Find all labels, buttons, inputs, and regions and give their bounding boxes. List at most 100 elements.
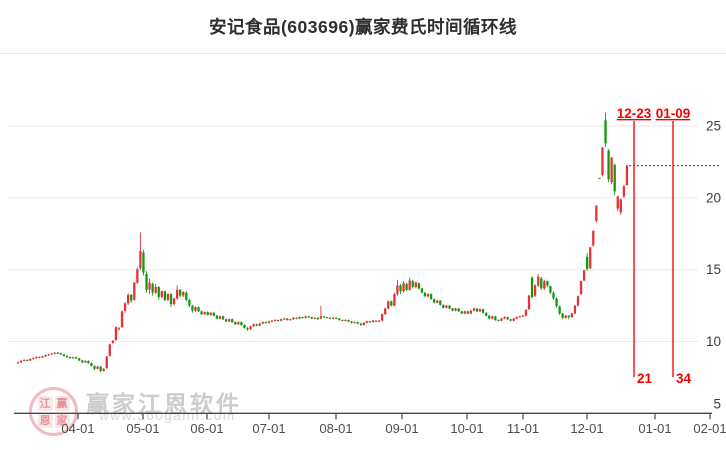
candle-body xyxy=(71,357,75,359)
candle-body xyxy=(179,289,182,296)
candle-body xyxy=(466,311,469,314)
candle-body xyxy=(145,274,148,290)
candle-body xyxy=(549,286,552,293)
candle-body xyxy=(87,360,90,364)
candle-body xyxy=(310,317,313,319)
candle-body xyxy=(252,324,255,327)
candle-body xyxy=(592,230,595,246)
candle-body xyxy=(341,319,344,321)
candle-body xyxy=(108,344,111,356)
x-axis-label-10-01: 10-01 xyxy=(450,421,483,436)
candle-body xyxy=(576,296,580,306)
candle-body xyxy=(292,317,295,320)
candle-body xyxy=(371,320,375,323)
candle-body xyxy=(130,294,133,301)
candle-body xyxy=(353,322,356,324)
candle-body xyxy=(264,322,268,324)
candle-body xyxy=(533,285,537,296)
candle-body xyxy=(417,283,421,289)
candle-body xyxy=(368,321,372,323)
candle-body xyxy=(570,313,574,318)
candle-body xyxy=(227,319,231,322)
candle-body xyxy=(154,286,157,293)
candle-body xyxy=(169,294,173,305)
candle-body xyxy=(209,312,212,315)
candle-body xyxy=(249,326,252,330)
candle-body xyxy=(402,283,405,292)
x-axis-label-07-01: 07-01 xyxy=(252,421,285,436)
candle-body xyxy=(166,294,170,300)
candle-body xyxy=(625,165,629,185)
candle-body xyxy=(26,359,29,361)
seal-char: 江 xyxy=(37,395,53,411)
cycle-date-label-01-09: 01-09 xyxy=(656,106,691,121)
candle-body xyxy=(564,315,567,318)
candle-body xyxy=(258,323,261,326)
candle-body xyxy=(62,354,66,356)
candle-body xyxy=(540,278,543,289)
candle-body xyxy=(411,281,414,287)
candle-body xyxy=(84,360,87,363)
candle-body xyxy=(325,317,329,319)
candle-body xyxy=(442,304,445,308)
candle-body xyxy=(120,311,124,328)
candle-body xyxy=(405,284,408,290)
candle-body xyxy=(515,317,518,319)
candle-body xyxy=(607,150,610,180)
x-axis-label-02-01: 02-01 xyxy=(693,421,726,436)
chart-title: 安记食品(603696)赢家费氏时间循环线 xyxy=(208,17,518,37)
candle-body xyxy=(276,319,280,321)
candle-body xyxy=(610,157,613,183)
y-axis-label-25: 25 xyxy=(706,119,721,134)
candle-body xyxy=(316,317,320,320)
candle-body xyxy=(423,292,427,297)
candle-body xyxy=(387,301,390,309)
candle-body xyxy=(41,356,44,358)
candle-body xyxy=(298,317,301,319)
candle-body xyxy=(439,300,442,305)
candle-body xyxy=(175,289,179,299)
candle-body xyxy=(374,320,378,322)
candle-body xyxy=(322,316,326,318)
candle-body xyxy=(503,317,506,319)
candle-body xyxy=(151,284,154,293)
candle-body xyxy=(573,305,577,314)
candle-body xyxy=(506,317,509,320)
candle-body xyxy=(81,360,84,363)
candle-body xyxy=(188,299,191,306)
candle-body xyxy=(543,281,546,289)
candle-body xyxy=(567,315,570,318)
candle-body xyxy=(280,319,283,321)
candle-body xyxy=(22,359,26,361)
candle-body xyxy=(203,312,206,315)
candle-body xyxy=(433,299,436,303)
candle-body xyxy=(197,307,200,312)
watermark-url-text: www.360gann.com xyxy=(99,408,236,423)
candle-body xyxy=(616,196,619,209)
candle-body xyxy=(123,303,127,311)
candle-body xyxy=(68,357,72,359)
candle-body xyxy=(481,309,485,313)
candle-body xyxy=(582,270,586,281)
candle-body xyxy=(497,319,500,321)
candle-body xyxy=(127,294,130,304)
candle-body xyxy=(218,316,222,319)
candle-body xyxy=(148,282,151,290)
candle-body xyxy=(44,355,47,357)
candle-body xyxy=(384,308,387,315)
candle-body xyxy=(261,322,264,324)
candle-body xyxy=(29,359,32,361)
candle-body xyxy=(619,199,622,213)
cycle-count-label-21: 21 xyxy=(637,371,653,386)
brand-seal-icon: 江 赢 恩 家 xyxy=(29,387,78,436)
candle-body xyxy=(579,281,583,295)
x-axis-label-04-01: 04-01 xyxy=(61,421,94,436)
candle-body xyxy=(163,291,167,300)
title-bar: 安记食品(603696)赢家费氏时间循环线 xyxy=(0,0,726,54)
candle-body xyxy=(521,315,525,317)
candle-body xyxy=(436,300,439,303)
candle-body xyxy=(224,319,228,322)
candle-body xyxy=(488,315,491,319)
